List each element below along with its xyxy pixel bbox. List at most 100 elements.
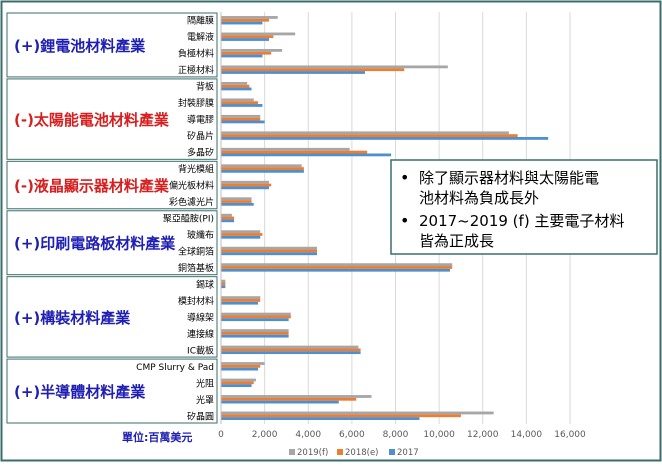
- bar: [221, 71, 365, 74]
- category-label: 多晶矽: [187, 147, 214, 159]
- bar: [221, 219, 235, 223]
- category-label: 模封材料: [178, 295, 214, 307]
- bar: [221, 378, 256, 382]
- bar: [221, 131, 509, 135]
- bar: [221, 364, 261, 368]
- category-label: 矽晶圓: [187, 410, 214, 422]
- bar: [221, 114, 261, 118]
- bar: [221, 230, 261, 234]
- bar: [221, 414, 461, 418]
- category-label: 聚亞醯胺(PI): [163, 213, 214, 225]
- category-label: 負極材料: [178, 48, 214, 60]
- category-label: 隔離膜: [187, 15, 214, 27]
- bar: [221, 268, 451, 272]
- bar: [221, 348, 361, 352]
- bar: [221, 246, 317, 250]
- category-label: 偏光板材料: [169, 180, 214, 192]
- bar: [221, 263, 453, 267]
- bar: [221, 334, 289, 338]
- bar: [221, 65, 448, 69]
- annotation-text: 2017~2019 (f) 主要電子材料: [419, 212, 624, 230]
- annotation-text: 池材料為負成長外: [419, 189, 539, 207]
- category-label: 導線架: [187, 311, 214, 323]
- bar: [221, 213, 232, 217]
- bar: [221, 417, 420, 420]
- bar: [221, 301, 259, 305]
- bar: [221, 16, 278, 19]
- bar: [221, 315, 291, 319]
- bar: [221, 150, 368, 154]
- bar: [221, 134, 518, 138]
- annotation-text: 除了顯示器材料與太陽能電: [419, 169, 599, 187]
- category-label: 錫球: [196, 278, 214, 290]
- x-tick-label: 2,000: [252, 430, 278, 440]
- x-tick-label: 0: [218, 430, 224, 440]
- bar: [221, 249, 317, 253]
- bar: [221, 117, 261, 121]
- category-label: 全球銅箔: [178, 245, 214, 257]
- bar: [221, 54, 263, 58]
- bar: [221, 331, 289, 335]
- bar: [221, 318, 289, 322]
- bar: [221, 362, 265, 365]
- bar: [221, 87, 252, 91]
- category-label: 背光模組: [178, 163, 214, 175]
- group-label: (+)鋰電池材料產業: [14, 37, 146, 55]
- group-label: (+)構裝材料產業: [14, 309, 131, 327]
- group-box: [6, 276, 218, 358]
- bar: [221, 98, 254, 102]
- group-label: (-)液晶顯示器材料產業: [14, 177, 170, 195]
- bar: [221, 298, 261, 302]
- bar: [221, 252, 317, 256]
- bar: [221, 345, 359, 349]
- group-label: (+)印刷電路板材料產業: [14, 235, 176, 253]
- x-tick-label: 10,000: [423, 430, 455, 440]
- bar: [221, 312, 291, 316]
- bar: [221, 197, 252, 201]
- bar: [221, 147, 350, 151]
- bar: [221, 84, 250, 88]
- bar: [221, 164, 302, 168]
- legend-swatch: [389, 449, 395, 455]
- bar: [221, 120, 265, 124]
- category-label: 背板: [196, 81, 214, 93]
- bar: [221, 384, 252, 388]
- legend-swatch: [337, 449, 343, 455]
- bar: [221, 235, 261, 239]
- category-label: 正極材料: [178, 64, 214, 76]
- bar: [221, 169, 304, 173]
- category-label: 玻纖布: [187, 229, 214, 241]
- bar: [221, 397, 357, 401]
- category-label: 電解液: [187, 31, 214, 43]
- category-label: 銅箔基板: [178, 262, 214, 274]
- bar: [221, 202, 254, 206]
- bar: [221, 367, 259, 371]
- category-label: 導電膠: [187, 114, 214, 126]
- group-label: (+)半導體材料產業: [14, 383, 146, 401]
- category-label: 封裝膠膜: [178, 97, 214, 109]
- bar: [221, 35, 274, 39]
- x-tick-label: 14,000: [511, 430, 543, 440]
- bar: [221, 282, 226, 286]
- bar: [221, 137, 549, 140]
- category-label: 光阻: [196, 377, 214, 389]
- bar: [221, 411, 494, 415]
- legend-label: 2019(f): [297, 448, 328, 458]
- category-label: 光罩: [196, 394, 214, 406]
- legend-label: 2017: [397, 448, 419, 458]
- group-box: [6, 12, 218, 78]
- bar: [221, 186, 269, 190]
- bar: [221, 285, 226, 289]
- group-box: [6, 78, 218, 160]
- bar: [221, 400, 339, 404]
- group-box: [6, 210, 218, 276]
- bar: [221, 233, 263, 236]
- x-tick-label: 16,000: [554, 430, 586, 440]
- x-tick-label: 4,000: [295, 430, 321, 440]
- bar: [221, 81, 248, 85]
- group-box: [6, 160, 218, 210]
- category-label: 彩色濾光片: [169, 196, 214, 208]
- bar: [221, 216, 235, 220]
